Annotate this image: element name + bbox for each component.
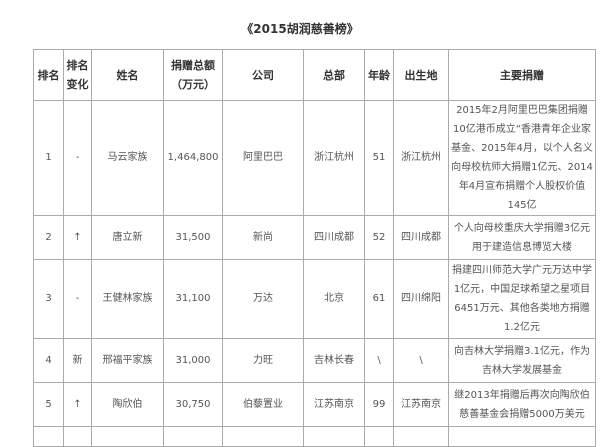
- cell-birthplace: \: [393, 338, 449, 383]
- header-amount-line2: （万元）: [171, 78, 215, 91]
- cell-company: 阿里巴巴: [222, 100, 304, 216]
- cell-company: 新尚: [222, 215, 304, 260]
- cell-donation: 个人向母校重庆大学捐赠3亿元用于建造信息博览大楼: [448, 215, 596, 260]
- cell-empty: [33, 426, 64, 447]
- cell-donation: 向吉林大学捐赠3.1亿元，作为吉林大学发展基金: [448, 338, 596, 383]
- cell-empty: [163, 426, 223, 447]
- header-amount: 捐赠总额 （万元）: [163, 49, 223, 101]
- cell-donation: 2015年2月阿里巴巴集团捐赠10亿港币成立“香港青年企业家基金、2015年4月…: [448, 100, 596, 216]
- header-amount-line1: 捐赠总额: [171, 59, 215, 72]
- cell-change: -: [63, 259, 92, 339]
- cell-change: 新: [63, 338, 92, 383]
- cell-amount: 31,500: [163, 215, 223, 260]
- cell-name: 唐立新: [91, 215, 164, 260]
- cell-name: 马云家族: [91, 100, 164, 216]
- cell-age: 61: [364, 259, 394, 339]
- cell-donation: 捐建四川师范大学广元万达中学1亿元，中国足球希望之星项目6451万元、其他各类地…: [448, 259, 596, 339]
- cell-birthplace: 浙江杭州: [393, 100, 449, 216]
- table-row: 5 ↑ 陶欣伯 30,750 伯藜置业 江苏南京 99 江苏南京 继2013年捐赠后再次向陶欣伯…: [33, 382, 596, 427]
- cell-rank: 4: [33, 338, 64, 383]
- cell-rank: 5: [33, 382, 64, 427]
- cell-empty: [393, 426, 449, 447]
- header-birthplace: 出生地: [393, 49, 449, 101]
- cell-name: 王健林家族: [91, 259, 164, 339]
- cell-hq: 北京: [303, 259, 365, 339]
- cell-birthplace: 江苏南京: [393, 382, 449, 427]
- cell-hq: 四川成都: [303, 215, 365, 260]
- cell-age: 99: [364, 382, 394, 427]
- cell-amount: 30,750: [163, 382, 223, 427]
- cell-hq: 江苏南京: [303, 382, 365, 427]
- cell-change: ↑: [63, 382, 92, 427]
- cell-amount: 1,464,800: [163, 100, 223, 216]
- cell-company: 万达: [222, 259, 304, 339]
- table-row-partial: [33, 426, 596, 447]
- cell-name: 邢福平家族: [91, 338, 164, 383]
- cell-rank: 3: [33, 259, 64, 339]
- page-title: 《2015胡润慈善榜》: [241, 22, 359, 36]
- cell-change: ↑: [63, 215, 92, 260]
- table-row: 3- 王健林家族 31,100 万达 北京 61 四川绵阳 捐建四川师范大学广元万达中学1亿元…: [33, 259, 596, 339]
- table-row: 4 新邢福平家族 31,000 力旺 吉林长春 \ \ 向吉林大学捐赠3.1亿元，作为吉林大学…: [33, 338, 596, 383]
- cell-hq: 吉林长春: [303, 338, 365, 383]
- cell-empty: [448, 426, 596, 447]
- cell-birthplace: 四川成都: [393, 215, 449, 260]
- cell-empty: [303, 426, 365, 447]
- cell-amount: 31,100: [163, 259, 223, 339]
- cell-company: 力旺: [222, 338, 304, 383]
- cell-rank: 1: [33, 100, 64, 216]
- header-change: 排名变化: [63, 49, 92, 101]
- header-rank: 排名: [33, 49, 64, 101]
- cell-company: 伯藜置业: [222, 382, 304, 427]
- cell-age: \: [364, 338, 394, 383]
- philanthropy-table: 排名 排名变化 姓名 捐赠总额 （万元） 公司 总部 年龄 出生地 主要捐赠 1-…: [33, 49, 596, 447]
- cell-change: -: [63, 100, 92, 216]
- header-age: 年龄: [364, 49, 394, 101]
- cell-amount: 31,000: [163, 338, 223, 383]
- cell-empty: [222, 426, 304, 447]
- cell-empty: [63, 426, 92, 447]
- header-name: 姓名: [91, 49, 164, 101]
- cell-rank: 2: [33, 215, 64, 260]
- header-company: 公司: [222, 49, 304, 101]
- header-donation: 主要捐赠: [448, 49, 596, 101]
- cell-empty: [364, 426, 394, 447]
- cell-donation: 继2013年捐赠后再次向陶欣伯慈善基金会捐赠5000万美元: [448, 382, 596, 427]
- cell-hq: 浙江杭州: [303, 100, 365, 216]
- header-row: 排名 排名变化 姓名 捐赠总额 （万元） 公司 总部 年龄 出生地 主要捐赠: [33, 49, 596, 101]
- header-hq: 总部: [303, 49, 365, 101]
- cell-name: 陶欣伯: [91, 382, 164, 427]
- cell-birthplace: 四川绵阳: [393, 259, 449, 339]
- table-row: 2 ↑ 唐立新 31,500 新尚 四川成都 52 四川成都 个人向母校重庆大学捐赠3亿元用于建…: [33, 215, 596, 260]
- cell-age: 52: [364, 215, 394, 260]
- table-row: 1- 马云家族 1,464,800 阿里巴巴 浙江杭州 51 浙江杭州 2015年2月阿里巴巴…: [33, 100, 596, 216]
- cell-age: 51: [364, 100, 394, 216]
- cell-empty: [91, 426, 164, 447]
